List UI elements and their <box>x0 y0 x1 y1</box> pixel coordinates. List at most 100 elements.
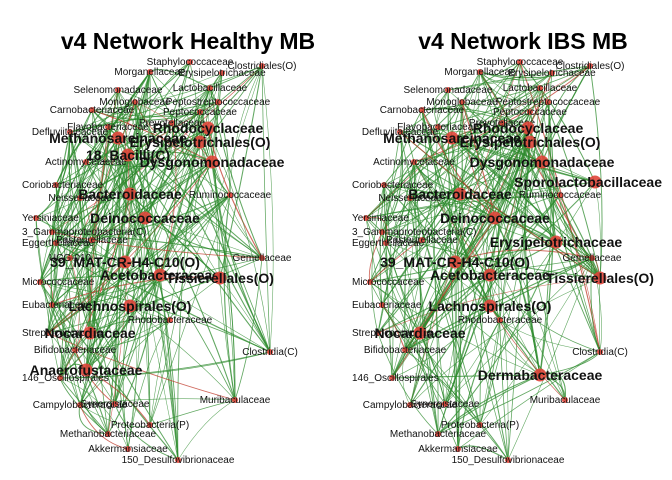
network-edge <box>365 137 453 219</box>
node-label: Bifidobacteriaceae <box>34 345 117 356</box>
network-edge <box>409 197 481 426</box>
network-edge <box>55 184 76 351</box>
network-node <box>67 129 73 135</box>
network-edge <box>385 242 491 307</box>
network-edge <box>149 71 263 259</box>
node-label: Clostridia(C) <box>572 347 628 358</box>
node-label: Selenomonadaceae <box>74 85 163 96</box>
node-label: Muribaculaceae <box>200 395 271 406</box>
network-edge <box>117 137 179 461</box>
node-label: Bifidobacteriaceae <box>364 345 447 356</box>
network-edge <box>369 126 439 283</box>
network-edge <box>451 137 601 279</box>
node-label: Yersiniaceae <box>352 213 409 224</box>
node-label: Streptococcaceae <box>352 328 432 339</box>
network-node <box>379 229 385 235</box>
network-edge <box>437 351 601 435</box>
network-edge <box>461 61 521 103</box>
network-edge <box>447 65 591 91</box>
network-node <box>549 235 563 249</box>
network-edge <box>69 65 263 133</box>
network-edge <box>144 217 263 259</box>
network-edge <box>207 127 263 259</box>
network-edge <box>399 131 601 279</box>
network-edge <box>55 242 179 461</box>
network-edge <box>499 319 601 353</box>
node-label: 146_Oscillospirales <box>352 373 439 384</box>
node-label: Clostridia(C) <box>242 347 298 358</box>
network-edge <box>499 101 549 321</box>
network-edge <box>461 101 496 219</box>
node-label: Coriobacteriaceae <box>352 180 434 191</box>
node-label: Lactobacillaceae <box>173 83 248 94</box>
node-label: Deinococcaceae <box>90 210 200 226</box>
node-label: UCG-010 <box>49 253 92 264</box>
network-edge <box>447 72 553 91</box>
network-edge <box>127 217 146 450</box>
network-edge <box>381 181 596 233</box>
network-edge <box>377 161 543 334</box>
node-layer: StaphylococcaceaeMorganellaceaeErysipelo… <box>22 57 298 466</box>
network-node <box>407 402 413 408</box>
network-edge <box>51 231 263 259</box>
network-edge <box>85 217 146 371</box>
network-edge <box>51 131 73 233</box>
node-label: Peptococcaceae <box>493 107 567 118</box>
network-edge <box>124 154 132 263</box>
network-node <box>197 109 203 115</box>
network-edge <box>85 239 97 371</box>
network-edge <box>479 71 601 279</box>
network-edge <box>39 281 116 405</box>
network-edge <box>381 231 601 279</box>
network-node <box>153 268 167 282</box>
network-node <box>187 59 193 65</box>
network-edge <box>385 109 423 244</box>
network-node <box>588 175 602 189</box>
network-node <box>77 402 83 408</box>
network-edge <box>234 257 263 401</box>
network-node <box>115 87 121 93</box>
node-label: Rhodobacteraceae <box>458 315 543 326</box>
node-label: Rhodocyclaceae <box>153 120 264 136</box>
network-edge <box>149 399 236 426</box>
network-edge <box>79 404 129 450</box>
network-edge <box>365 217 459 450</box>
node-label: Actinomycetaceae <box>373 157 455 168</box>
network-edge <box>85 217 146 371</box>
network-edge <box>385 242 421 334</box>
network-edge <box>209 87 231 196</box>
node-label: Eubacteriaceae <box>22 300 92 311</box>
network-edge <box>69 131 90 371</box>
network-edge <box>177 399 236 461</box>
network-edge <box>229 65 263 196</box>
network-edge <box>124 87 211 263</box>
network-edge <box>194 87 211 143</box>
network-edge <box>129 122 173 195</box>
network-edge <box>519 61 601 353</box>
network-edge <box>461 101 543 163</box>
network-edge <box>189 61 201 143</box>
edge-layer <box>364 61 603 461</box>
network-edge <box>507 257 593 461</box>
network-edge <box>85 87 211 163</box>
network-edge <box>79 197 116 405</box>
network-node <box>397 129 403 135</box>
network-edge <box>79 61 191 406</box>
node-label: Sporolactobacillaceae <box>514 174 662 190</box>
network-node <box>259 63 265 69</box>
network-node <box>49 302 55 308</box>
node-label: Micrococcaceae <box>352 277 425 288</box>
network-edge <box>401 161 415 199</box>
network-node <box>89 237 95 243</box>
chart-title-healthy: v4 Network Healthy MB <box>61 28 315 54</box>
network-edge <box>79 398 236 406</box>
network-node <box>593 271 607 285</box>
network-node <box>121 148 135 162</box>
network-node <box>367 279 373 285</box>
network-panel-healthy: StaphylococcaceaeMorganellaceaeErysipelo… <box>22 57 298 466</box>
network-edge <box>419 127 529 334</box>
node-label: 18_Bacilli(C) <box>86 147 170 163</box>
node-label: Monoglobaceae <box>99 97 171 108</box>
network-edge <box>391 305 491 379</box>
